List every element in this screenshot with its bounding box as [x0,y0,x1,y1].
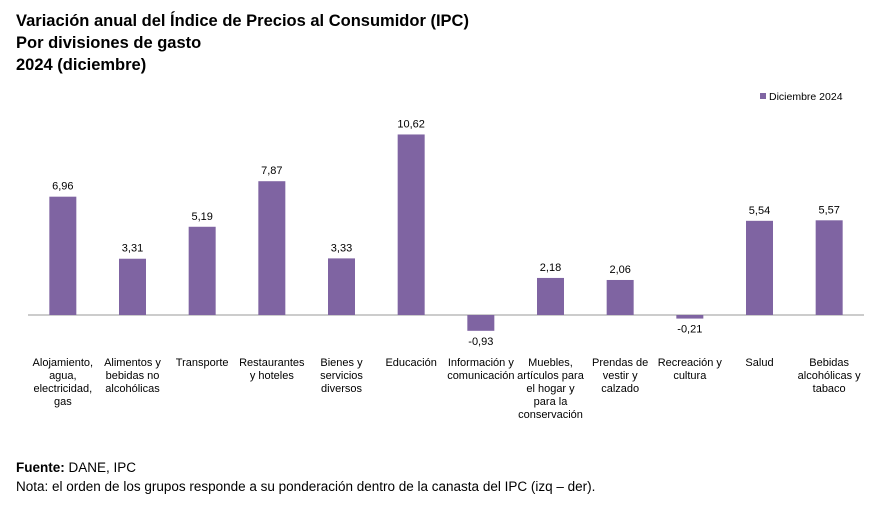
bar [49,196,77,315]
data-label: 2,06 [609,264,630,276]
category-label: Prendas de vestir y calzado [592,357,648,395]
bar [188,226,216,315]
bar [467,315,495,331]
legend-label: Diciembre 2024 [769,91,843,103]
chart-title-block: Variación anual del Índice de Precios al… [16,10,469,76]
data-label: 3,33 [331,242,352,254]
category-label: Salud [745,357,773,369]
bar [815,220,843,315]
category-label: Información y comunicación [447,357,514,382]
category-label: Restaurantes y hoteles [239,357,305,382]
chart-period: 2024 (diciembre) [16,56,147,74]
source-line: Fuente: DANE, IPC [16,458,595,477]
source-label: Fuente: [16,460,65,475]
data-label: -0,21 [677,324,702,336]
category-label: Muebles, artículos para el hogar y para la c… [517,357,585,421]
bar [537,277,564,315]
data-label: 5,19 [191,211,212,223]
note-line: Nota: el orden de los grupos responde a … [16,479,596,494]
source-text: DANE, IPC [64,460,137,475]
bar [746,220,773,315]
category-label: Alojamiento, agua, electricidad, gas [33,357,94,408]
data-label: 5,54 [749,205,770,217]
data-label: 7,87 [261,165,282,177]
data-label: 3,31 [122,243,143,255]
data-label: -0,93 [468,336,493,348]
bar-chart: 6,96 Alojamiento, agua, electricidad, gas 3,3… [28,91,864,421]
legend-swatch [760,93,766,99]
category-label: Bienes y servicios diversos [320,357,363,395]
bar [119,258,146,315]
bar [676,315,704,319]
category-label: Educación [385,357,436,369]
data-label: 10,62 [397,118,425,130]
chart-footer: Fuente: DANE, IPC Nota: el orden de los … [16,458,595,496]
category-label: Alimentos y bebidas no alcohólicas [104,357,161,395]
data-label: 6,96 [52,181,73,193]
category-label: Bebidas alcohólicas y tabaco [798,357,861,395]
data-label: 5,57 [818,204,839,216]
data-label: 2,18 [540,262,561,274]
bar [258,181,286,315]
bar [606,279,634,315]
category-label: Recreación y cultura [658,357,723,382]
chart-title: Variación anual del Índice de Precios al… [16,12,469,30]
chart-subtitle: Por divisiones de gasto [16,34,202,52]
bar [328,258,355,315]
category-label: Transporte [176,357,229,369]
bar [397,134,425,315]
